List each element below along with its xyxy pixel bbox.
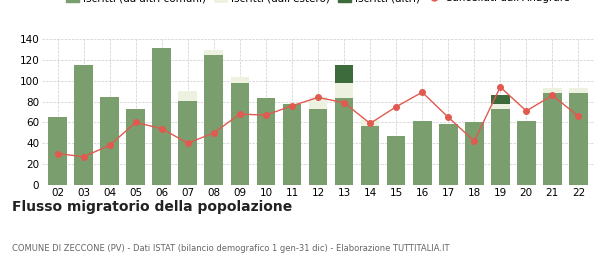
Bar	[413, 121, 431, 185]
Bar	[543, 88, 562, 93]
Bar	[491, 104, 509, 109]
Bar	[74, 65, 93, 185]
Bar	[257, 99, 275, 185]
Bar	[439, 125, 458, 185]
Bar	[127, 109, 145, 185]
Bar	[152, 48, 171, 185]
Bar	[308, 97, 328, 109]
Bar	[569, 88, 588, 93]
Bar	[335, 83, 353, 99]
Legend: Iscritti (da altri comuni), Iscritti (dall'estero), Iscritti (altri), Cancellati: Iscritti (da altri comuni), Iscritti (da…	[62, 0, 574, 7]
Bar	[178, 101, 197, 185]
Bar	[491, 95, 509, 104]
Bar	[283, 104, 301, 185]
Bar	[387, 136, 406, 185]
Bar	[491, 109, 509, 185]
Text: Flusso migratorio della popolazione: Flusso migratorio della popolazione	[12, 200, 292, 214]
Bar	[230, 77, 249, 83]
Bar	[178, 91, 197, 101]
Bar	[335, 99, 353, 185]
Bar	[230, 83, 249, 185]
Bar	[361, 120, 379, 125]
Bar	[517, 121, 536, 185]
Bar	[543, 93, 562, 185]
Bar	[569, 93, 588, 185]
Bar	[465, 122, 484, 185]
Bar	[100, 97, 119, 185]
Text: COMUNE DI ZECCONE (PV) - Dati ISTAT (bilancio demografico 1 gen-31 dic) - Elabor: COMUNE DI ZECCONE (PV) - Dati ISTAT (bil…	[12, 244, 449, 253]
Bar	[308, 109, 328, 185]
Bar	[361, 125, 379, 185]
Bar	[48, 117, 67, 185]
Bar	[335, 65, 353, 83]
Bar	[205, 55, 223, 185]
Bar	[205, 50, 223, 55]
